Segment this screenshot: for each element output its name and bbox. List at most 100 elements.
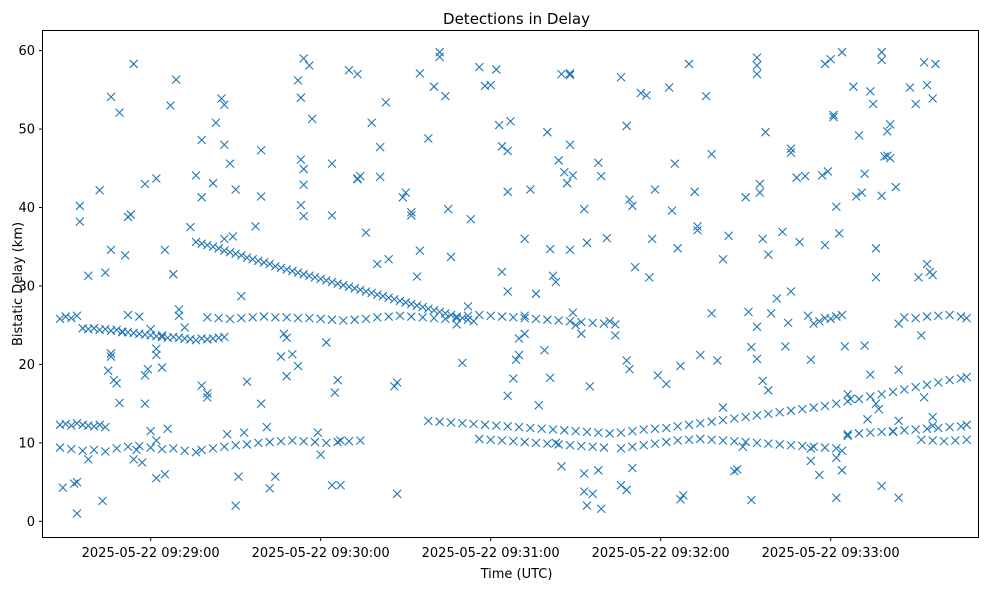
data-point bbox=[797, 441, 807, 451]
data-point bbox=[336, 480, 345, 490]
data-point bbox=[676, 361, 685, 371]
data-point bbox=[146, 443, 156, 452]
data-point bbox=[115, 108, 124, 117]
data-point bbox=[66, 313, 76, 323]
data-point bbox=[627, 201, 637, 211]
data-point bbox=[75, 217, 85, 227]
data-point bbox=[928, 270, 938, 280]
data-point bbox=[831, 202, 841, 212]
data-point bbox=[123, 310, 133, 320]
data-point bbox=[661, 423, 671, 433]
data-point bbox=[389, 294, 399, 304]
data-point bbox=[829, 112, 838, 122]
data-point bbox=[695, 350, 705, 360]
data-point bbox=[537, 424, 547, 434]
data-point bbox=[242, 377, 252, 387]
data-points bbox=[55, 47, 972, 518]
data-point bbox=[871, 272, 881, 282]
data-point bbox=[75, 201, 85, 211]
data-point bbox=[372, 290, 382, 299]
data-point bbox=[752, 322, 762, 332]
data-point bbox=[457, 358, 467, 368]
data-point bbox=[670, 159, 680, 168]
data-point bbox=[712, 356, 722, 365]
data-point bbox=[752, 411, 762, 420]
data-point bbox=[321, 338, 331, 347]
data-point bbox=[542, 127, 552, 137]
data-point bbox=[202, 392, 212, 402]
data-point bbox=[446, 252, 456, 262]
data-point bbox=[820, 59, 830, 69]
data-point bbox=[571, 320, 581, 330]
data-point bbox=[707, 309, 717, 318]
data-point bbox=[576, 441, 586, 451]
data-point bbox=[559, 425, 569, 435]
data-point bbox=[531, 314, 541, 324]
data-point bbox=[197, 192, 207, 202]
data-point bbox=[214, 243, 224, 253]
data-point bbox=[375, 172, 385, 182]
data-point bbox=[630, 262, 640, 272]
data-point bbox=[888, 427, 898, 437]
data-point bbox=[865, 392, 875, 401]
data-point bbox=[296, 155, 306, 165]
data-point bbox=[151, 436, 161, 445]
data-point bbox=[520, 437, 530, 447]
data-point bbox=[327, 159, 337, 168]
data-point bbox=[299, 436, 309, 446]
data-point bbox=[95, 185, 105, 195]
data-point bbox=[276, 263, 286, 273]
data-point bbox=[880, 152, 889, 161]
data-point bbox=[270, 312, 280, 322]
data-point bbox=[282, 333, 292, 343]
data-point bbox=[253, 438, 263, 448]
data-point bbox=[707, 417, 717, 427]
data-point bbox=[140, 399, 150, 409]
data-point bbox=[219, 246, 229, 256]
data-point bbox=[763, 250, 773, 259]
data-point bbox=[191, 170, 201, 180]
data-point bbox=[497, 436, 507, 445]
data-point bbox=[219, 442, 229, 452]
data-point bbox=[251, 221, 260, 231]
data-point bbox=[871, 399, 881, 409]
x-axis-ticks: 2025-05-22 09:29:00 2025-05-22 09:30:00 20… bbox=[82, 537, 900, 561]
data-point bbox=[752, 354, 762, 364]
data-point bbox=[514, 334, 524, 343]
data-point bbox=[219, 234, 229, 244]
data-point bbox=[78, 446, 88, 456]
data-point bbox=[695, 418, 705, 428]
data-point bbox=[508, 312, 518, 322]
data-point bbox=[928, 412, 938, 422]
data-point bbox=[775, 440, 785, 449]
data-point bbox=[253, 256, 263, 266]
data-point bbox=[214, 313, 224, 323]
data-point bbox=[933, 378, 943, 387]
data-point bbox=[333, 279, 343, 288]
data-point bbox=[304, 271, 314, 281]
data-point bbox=[593, 158, 603, 168]
data-point bbox=[741, 437, 751, 447]
data-point bbox=[854, 394, 864, 404]
data-point bbox=[950, 436, 960, 445]
data-point bbox=[588, 442, 598, 452]
data-point bbox=[72, 477, 82, 487]
data-point bbox=[191, 237, 201, 247]
data-point bbox=[406, 207, 416, 217]
data-point bbox=[922, 259, 932, 269]
data-point bbox=[429, 82, 439, 92]
data-point bbox=[894, 365, 904, 375]
data-point bbox=[435, 417, 445, 427]
data-point bbox=[644, 272, 654, 282]
data-point bbox=[100, 324, 110, 334]
data-point bbox=[469, 419, 479, 429]
data-point bbox=[248, 312, 258, 322]
data-point bbox=[66, 444, 76, 454]
data-point bbox=[321, 438, 331, 448]
x-tick-label: 2025-05-22 09:29:00 bbox=[82, 546, 220, 561]
data-point bbox=[98, 496, 107, 506]
data-point bbox=[877, 427, 887, 437]
data-point bbox=[622, 485, 632, 495]
data-point bbox=[605, 429, 615, 438]
